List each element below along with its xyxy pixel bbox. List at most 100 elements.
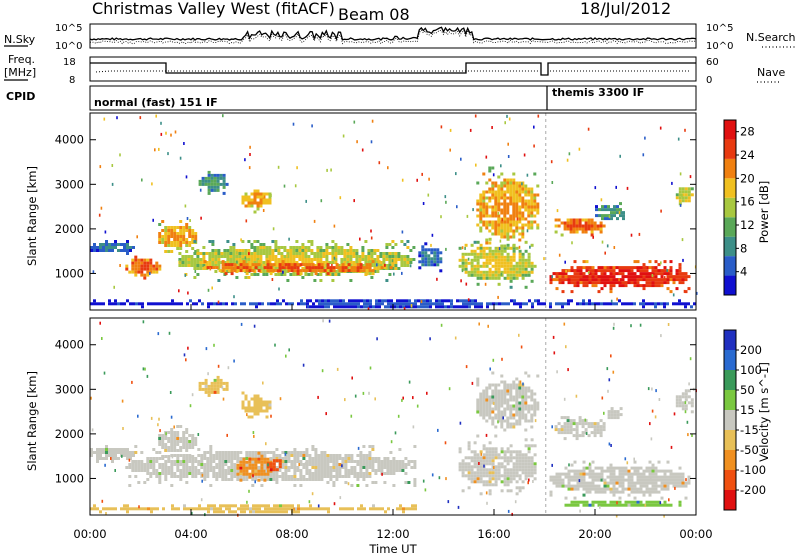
heatmap-cell-8: [518, 252, 522, 256]
heatmap-cell-2: [164, 238, 168, 241]
scatter-echo: [563, 397, 566, 401]
scatter-echo: [160, 132, 163, 136]
heatmap-cell-0: [108, 246, 111, 249]
heatmap-cell-8: [500, 380, 504, 384]
heatmap-cell-14: [666, 302, 669, 306]
heatmap-cell-14: [324, 299, 327, 303]
heatmap-cell-10: [657, 263, 661, 267]
heatmap-cell-1: [188, 466, 192, 469]
heatmap-cell-2: [158, 238, 162, 241]
heatmap-cell-9: [512, 244, 516, 248]
heatmap-cell-9: [506, 217, 510, 221]
heatmap-cell-9: [503, 217, 507, 221]
heatmap-cell-14: [684, 305, 687, 309]
scatter-echo: [272, 227, 275, 231]
heatmap-cell-1: [206, 475, 210, 478]
heatmap-cell-13: [204, 507, 207, 511]
heatmap-cell-8: [530, 264, 534, 268]
heatmap-cell-14: [519, 305, 522, 309]
heatmap-cell-1: [308, 478, 312, 481]
scatter-echo: [167, 152, 169, 156]
heatmap-cell-3: [286, 261, 290, 264]
heatmap-cell-1: [320, 466, 324, 469]
heatmap-cell-4: [164, 443, 168, 446]
scatter-echo: [449, 148, 451, 152]
heatmap-cell-7: [479, 474, 483, 478]
heatmap-cell-7: [433, 257, 437, 261]
heatmap-cell-12: [690, 398, 694, 402]
heatmap-cell-13: [264, 510, 267, 514]
heatmap-cell-9: [621, 478, 625, 482]
heatmap-cell-1: [299, 475, 303, 478]
heatmap-cell-4: [365, 266, 369, 270]
heatmap-cell-10: [687, 287, 691, 291]
y-tick-label: 2000: [55, 222, 84, 236]
heatmap-cell-2: [257, 451, 261, 455]
heatmap-cell-9: [633, 487, 637, 491]
heatmap-cell-1: [308, 472, 312, 475]
heatmap-cell-3: [265, 258, 269, 261]
heatmap-cell-4: [329, 266, 333, 270]
heatmap-cell-13: [297, 510, 300, 514]
heatmap-cell-13: [123, 504, 126, 508]
heatmap-cell-11: [581, 224, 585, 228]
heatmap-cell-1: [389, 469, 393, 472]
heatmap-cell-3: [370, 276, 374, 279]
heatmap-cell-0: [126, 243, 129, 246]
heatmap-cell-9: [624, 469, 628, 473]
heatmap-cell-4: [167, 437, 171, 440]
heatmap-cell-8: [476, 380, 480, 384]
heatmap-cell-3: [214, 264, 218, 267]
heatmap-cell-4: [242, 260, 246, 264]
heatmap-cell-2: [161, 220, 165, 223]
heatmap-cell-7: [461, 459, 465, 463]
heatmap-cell-1: [326, 472, 330, 475]
heatmap-cell-2: [188, 229, 192, 232]
scatter-echo: [359, 237, 361, 241]
heatmap-cell-3: [376, 264, 380, 267]
heatmap-cell-8: [518, 267, 522, 271]
heatmap-cell-9: [524, 187, 528, 191]
scatter-echo: [679, 203, 682, 207]
heatmap-cell-4: [194, 440, 198, 443]
heatmap-cell-1: [269, 457, 273, 460]
heatmap-cell-10: [645, 275, 649, 279]
heatmap-cell-3: [316, 258, 320, 261]
heatmap-cell-4: [221, 260, 225, 264]
heatmap-cell-3: [241, 258, 245, 261]
heatmap-cell-0: [99, 246, 102, 249]
heatmap-cell-14: [486, 305, 489, 309]
heatmap-cell-10: [642, 272, 646, 276]
heatmap-cell-7: [518, 456, 522, 460]
heatmap-cell-3: [274, 243, 278, 246]
heatmap-cell-10: [648, 266, 652, 270]
heatmap-cell-9: [530, 205, 534, 209]
heatmap-cell-3: [325, 258, 329, 261]
heatmap-cell-7: [518, 462, 522, 466]
heatmap-cell-9: [497, 196, 501, 200]
scatter-echo: [189, 219, 191, 222]
heatmap-cell-8: [473, 255, 477, 259]
heatmap-cell-9: [527, 199, 531, 203]
heatmap-cell-9: [503, 202, 507, 206]
heatmap-cell-7: [470, 471, 474, 475]
heatmap-cell-2: [191, 232, 195, 235]
heatmap-cell-3: [319, 249, 323, 252]
heatmap-cell-14: [615, 503, 619, 507]
heatmap-cell-9: [497, 190, 501, 194]
heatmap-cell-3: [232, 255, 236, 258]
heatmap-cell-7: [530, 459, 534, 463]
heatmap-cell-3: [253, 273, 257, 276]
heatmap-cell-5: [259, 198, 263, 202]
heatmap-cell-7: [530, 438, 534, 442]
heatmap-cell-1: [383, 466, 387, 469]
scatter-echo: [284, 452, 287, 456]
heatmap-cell-14: [663, 305, 666, 309]
scatter-echo: [608, 378, 611, 382]
heatmap-cell-7: [509, 477, 513, 481]
heatmap-cell-3: [355, 252, 359, 255]
heatmap-cell-9: [564, 475, 568, 479]
heatmap-cell-9: [639, 466, 643, 470]
heatmap-cell-10: [633, 272, 637, 276]
heatmap-cell-3: [241, 240, 245, 243]
